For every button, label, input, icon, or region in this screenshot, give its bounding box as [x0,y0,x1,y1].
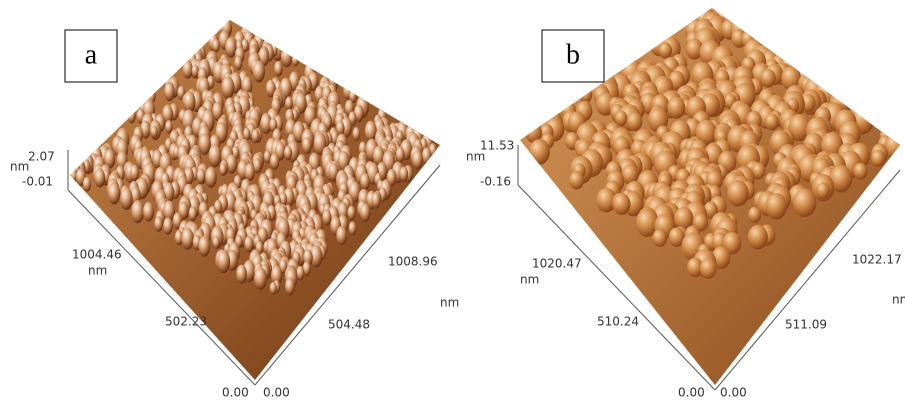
surface-bump [360,203,370,222]
panel-label: a [85,39,98,70]
surface-bump [347,206,355,221]
surface-bump [253,61,265,83]
surface-bump [151,125,158,138]
surface-bump [130,165,139,181]
axis-label: 0.00 [720,386,747,400]
surface-bump [579,87,592,103]
surface-bump [236,265,247,284]
surface-bump [181,228,193,250]
surface-bump [281,46,293,67]
surface-bump [164,82,175,101]
surface-bump [748,207,761,223]
surface-bump [154,216,163,232]
axis-label: 1008.96 [388,255,438,269]
surface-bump [854,163,868,180]
z-max: 11.53 [480,139,514,153]
surface-bump [422,147,431,164]
surface-bump [189,206,197,221]
surface-bump [234,56,242,70]
surface-bump [760,69,775,88]
surface-bump [143,202,154,222]
surface-bump [700,258,717,279]
surface-bump [131,200,144,223]
surface-bump [252,129,260,143]
panel-label: b [566,39,580,70]
surface-bump [412,150,423,169]
surface-bump [285,278,295,296]
surface-bump [212,39,219,52]
surface-bump [270,282,277,295]
z-unit: nm [10,160,29,174]
surface-bump [748,225,768,249]
surface-bump [209,144,222,167]
surface-bump [400,166,409,181]
surface-bump [108,182,120,204]
surface-bump [127,108,135,123]
surface-bump [95,168,106,187]
surface-bump [371,192,380,209]
surface-bump [613,193,631,215]
surface-bump [529,139,550,165]
z-max: 2.07 [28,150,55,164]
axis-label: 510.24 [597,315,639,329]
surface-bump [360,173,369,190]
page: {"panels":[ {"label":"a","z_unit":"nm","… [0,0,905,405]
axis-label: 1022.17 [852,253,902,267]
z-min: -0.16 [480,175,511,189]
surface-bump [659,42,672,58]
surface-bump [163,217,173,234]
surface-bump [213,236,220,249]
surface-bump [245,163,255,181]
axis-label: 511.09 [785,318,827,332]
surface-bump [292,54,299,67]
z-min: -0.01 [22,175,53,189]
surface-bump [871,150,885,167]
axis-label: 0.00 [678,386,705,400]
surface-bump [765,193,787,219]
surface-bump [197,168,206,184]
surface-bump [274,61,283,77]
surface-bump [270,153,279,170]
surface-bump [652,229,667,247]
axis-label: 504.48 [328,318,370,332]
axis-label: 1020.47 [532,257,582,271]
surface-bump [254,267,267,290]
surface-bump [816,182,829,198]
surface-bump [353,127,361,141]
surface-bump [220,163,227,176]
surface-bump [765,113,779,130]
figure: a nm 2.07 -0.01 1004.46 nm 502.23 0.00 0… [0,0,905,405]
surface-bump [192,65,199,78]
surface-bump [302,137,312,154]
surface-bump [569,171,584,189]
surface-bump [222,76,235,99]
axis-label: 1004.46 [72,248,122,262]
axis-unit: nm [440,296,459,310]
surface-bump [120,187,133,210]
surface-bump [727,180,749,207]
surface-bump [793,189,816,218]
surface-bump [667,97,685,119]
axis-unit: nm [892,293,905,307]
axis-label: 0.00 [263,386,290,400]
surface-bump [285,96,293,110]
axis-label: 502.23 [165,315,207,329]
surface-bump [205,167,217,188]
surface-bump [165,120,172,133]
surface-bump [322,209,331,225]
surface-bump [199,236,211,257]
surface-bump [183,60,193,78]
surface-bump [217,250,230,273]
surface-bump [284,146,292,161]
surface-bump [627,112,643,131]
surface-bump [336,226,347,245]
surface-bump [296,266,304,281]
surface-bump [244,236,253,252]
axis-unit: nm [520,273,539,287]
surface-bump [349,221,357,235]
surface-bump [225,37,236,57]
axis-label: 0.00 [222,386,249,400]
surface-bump [83,177,91,192]
axis-unit: nm [88,264,107,278]
